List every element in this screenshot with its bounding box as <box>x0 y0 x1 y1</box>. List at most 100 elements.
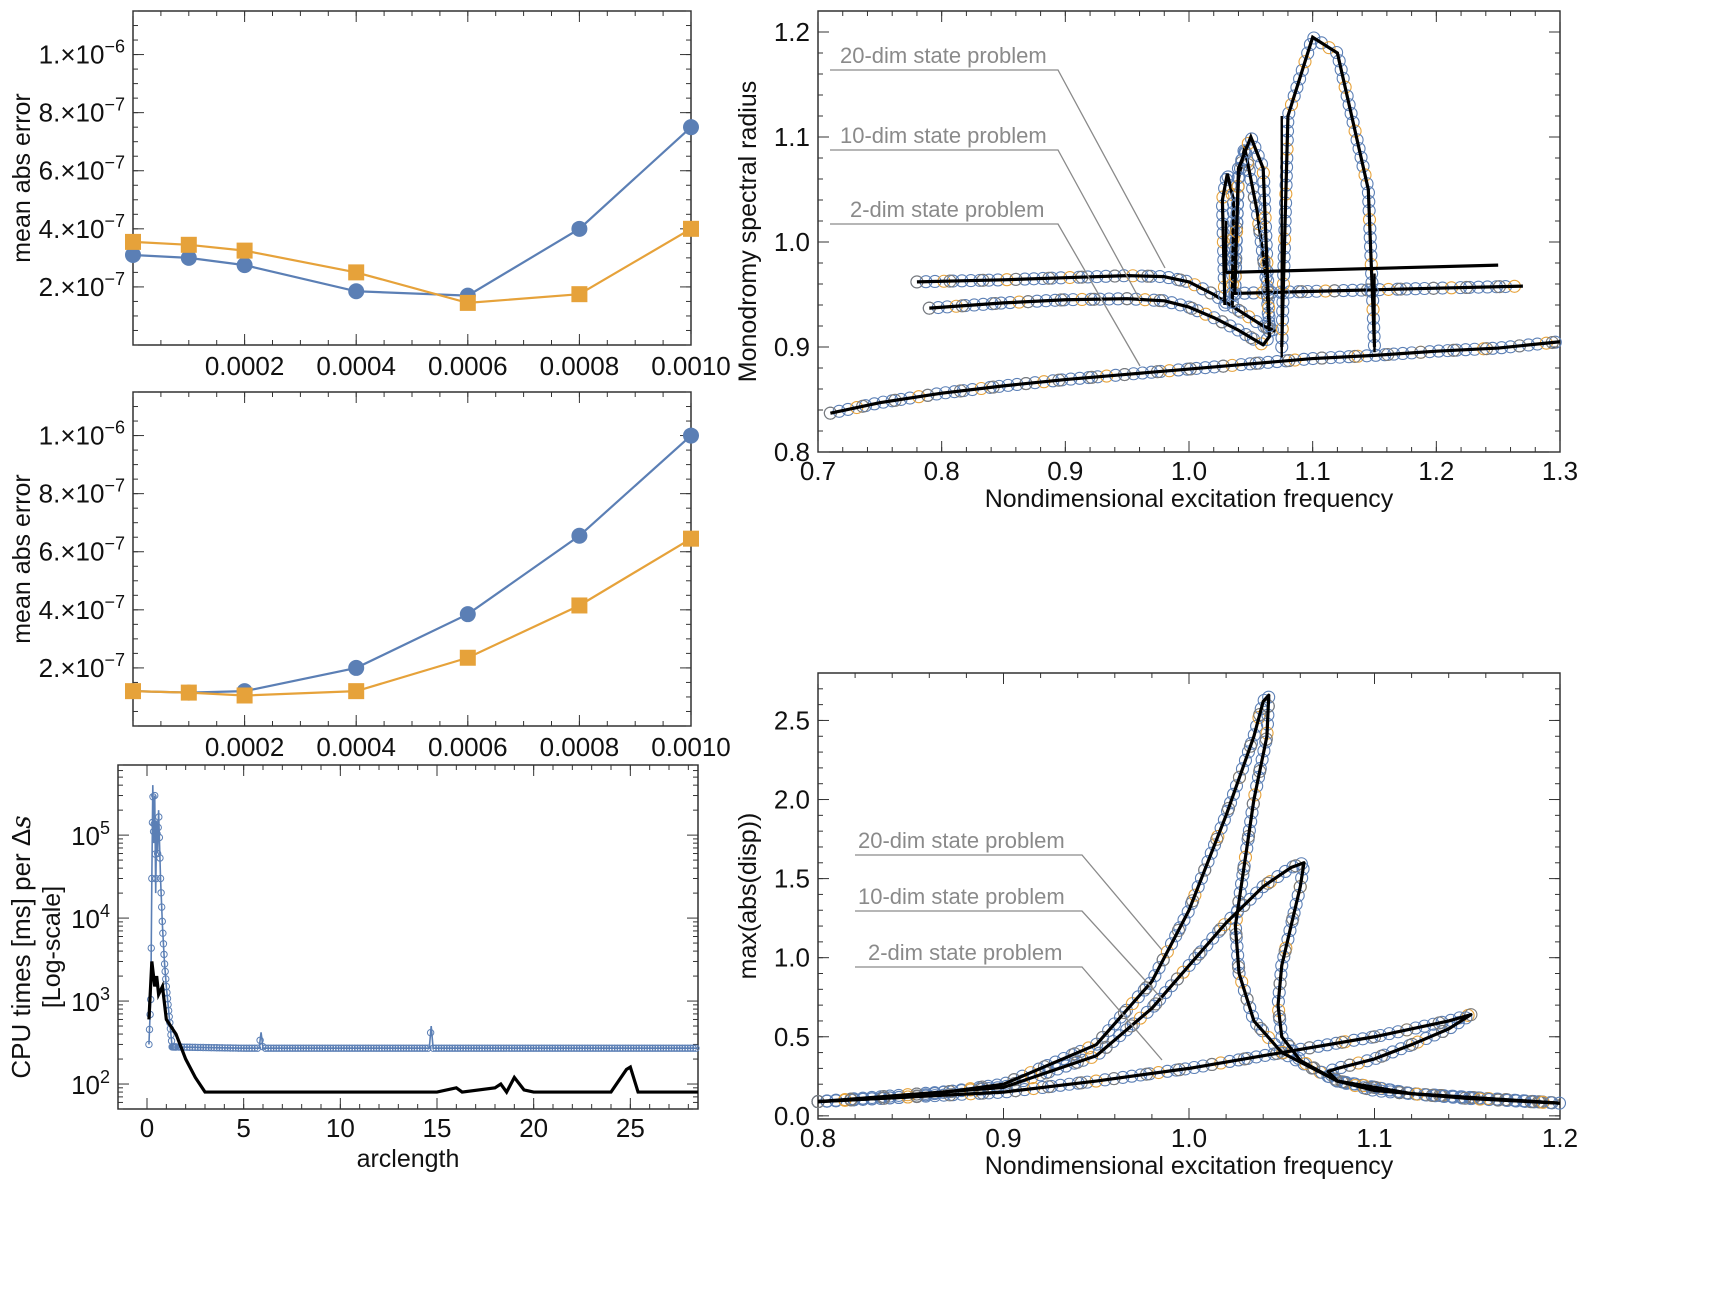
bubble-marker <box>1295 63 1309 77</box>
y-tick-label: 0.9 <box>774 332 810 362</box>
annotation-label: 2-dim state problem <box>868 940 1062 965</box>
y-tick-label: 8.×10−7 <box>39 476 125 509</box>
cpu-blue-marker <box>508 1044 516 1052</box>
cpu-blue-marker <box>261 1044 270 1052</box>
bubble-curve-1 <box>1233 132 1271 327</box>
data-point-square <box>125 683 141 700</box>
cpu-blue-marker <box>424 1044 432 1052</box>
cpu-blue-marker <box>148 874 156 883</box>
cpu-blue-marker <box>686 1044 695 1052</box>
x-tick-label: 0.7 <box>800 456 836 486</box>
x-tick-label: 15 <box>423 1113 452 1143</box>
y-tick-label: 1.0 <box>774 943 810 973</box>
cpu-blue-marker <box>497 1044 505 1052</box>
data-point-circle <box>571 527 588 544</box>
cpu-blue-marker <box>624 1044 632 1052</box>
cpu-blue-marker <box>689 1044 697 1052</box>
cpu-blue-marker <box>462 1044 470 1052</box>
data-point-square <box>180 236 197 253</box>
gray-circle-marker <box>1254 1021 1268 1036</box>
x-tick-label: 0.0008 <box>540 351 620 381</box>
cpu-blue-marker <box>467 1044 475 1052</box>
cpu-blue-marker <box>589 1044 597 1052</box>
cpu-blue-line <box>148 785 698 1050</box>
open-circle-marker <box>1234 305 1248 319</box>
cpu-blue-marker <box>186 1043 194 1051</box>
cpu-blue-marker <box>188 1043 197 1051</box>
x-tick-label: 0.0006 <box>428 732 508 762</box>
cpu-blue-marker <box>226 1044 235 1052</box>
open-circle-marker <box>1427 1028 1441 1042</box>
x-tick-label: 1.2 <box>1542 1123 1578 1153</box>
gray-circle-marker <box>1186 894 1200 908</box>
series-line-circle <box>132 126 692 297</box>
series-line-square <box>132 537 692 697</box>
cpu-blue-marker <box>275 1044 283 1052</box>
y-tick-label: 102 <box>71 1067 110 1100</box>
bubble-marker <box>1298 55 1312 69</box>
cpu-blue-marker <box>632 1044 641 1052</box>
cpu-blue-marker <box>648 1044 657 1052</box>
cpu-blue-marker <box>546 1044 554 1052</box>
cpu-blue-marker <box>264 1044 272 1052</box>
cpu-blue-marker <box>621 1044 630 1052</box>
cpu-blue-marker <box>361 1044 370 1052</box>
cpu-blue-marker <box>470 1044 478 1052</box>
data-point-square <box>683 220 699 237</box>
cpu-blue-marker <box>594 1044 603 1052</box>
bubble-marker <box>1254 157 1269 171</box>
series-line-circle <box>132 434 692 694</box>
gray-circle-marker <box>1185 301 1199 315</box>
open-circle-marker <box>1191 880 1205 894</box>
series-curve-0 <box>817 693 1561 1105</box>
cpu-blue-marker <box>651 1044 659 1052</box>
cpu-blue-marker <box>237 1044 245 1052</box>
cpu-blue-marker <box>215 1044 224 1052</box>
gray-circle-marker <box>1171 923 1186 938</box>
cpu-blue-marker <box>502 1044 511 1052</box>
x-tick-label: 10 <box>326 1113 355 1143</box>
cpu-blue-marker <box>389 1044 397 1052</box>
cpu-blue-marker <box>245 1044 253 1052</box>
cpu-blue-marker <box>613 1044 622 1052</box>
open-circle-marker <box>1194 871 1208 885</box>
gray-circle-marker <box>1405 1037 1419 1051</box>
x-tick-label: 5 <box>236 1113 250 1143</box>
open-circle-marker <box>1196 282 1210 296</box>
cpu-blue-marker <box>253 1044 262 1052</box>
cpu-blue-marker <box>610 1044 619 1052</box>
error-panel-frame <box>132 10 692 346</box>
open-circle-marker <box>1238 753 1252 767</box>
cpu-blue-marker <box>183 1043 191 1051</box>
x-tick-label: 0.0002 <box>205 732 285 762</box>
cpu-blue-marker <box>291 1044 299 1052</box>
gray-circle-marker <box>1307 1061 1321 1075</box>
series-curve-2 <box>817 1013 1561 1105</box>
cpu-blue-marker <box>161 967 169 976</box>
open-circle-marker <box>1231 323 1245 337</box>
data-point-square <box>459 294 476 311</box>
y-tick-label: 2.0 <box>774 785 810 815</box>
error-panel-frame <box>132 391 692 727</box>
cpu-blue-marker <box>356 1044 364 1052</box>
cpu-blue-marker <box>391 1044 400 1052</box>
cpu-blue-marker <box>432 1044 440 1052</box>
x-tick-label: 0.9 <box>985 1123 1021 1153</box>
annotation-leader <box>855 910 1164 1001</box>
y-axis-label: CPU times [ms] per Δs <box>6 815 37 1078</box>
data-point-square <box>236 687 253 704</box>
x-tick-label: 0.0008 <box>540 732 620 762</box>
y-tick-label: 2.×10−7 <box>39 650 125 683</box>
y-tick-label: 8.×10−7 <box>39 95 125 128</box>
cpu-blue-marker <box>359 1044 367 1052</box>
cpu-blue-marker <box>567 1044 576 1052</box>
cpu-blue-marker <box>578 1044 586 1052</box>
y-tick-label: 0.0 <box>774 1101 810 1131</box>
x-tick-label: 0 <box>140 1113 154 1143</box>
cpu-blue-marker <box>456 1044 465 1052</box>
x-tick-label: 0.0010 <box>651 351 731 381</box>
cpu-blue-marker <box>218 1044 226 1052</box>
cpu-blue-marker <box>443 1044 451 1052</box>
gray-circle-marker <box>1214 922 1228 936</box>
open-circle-marker <box>1217 813 1231 827</box>
